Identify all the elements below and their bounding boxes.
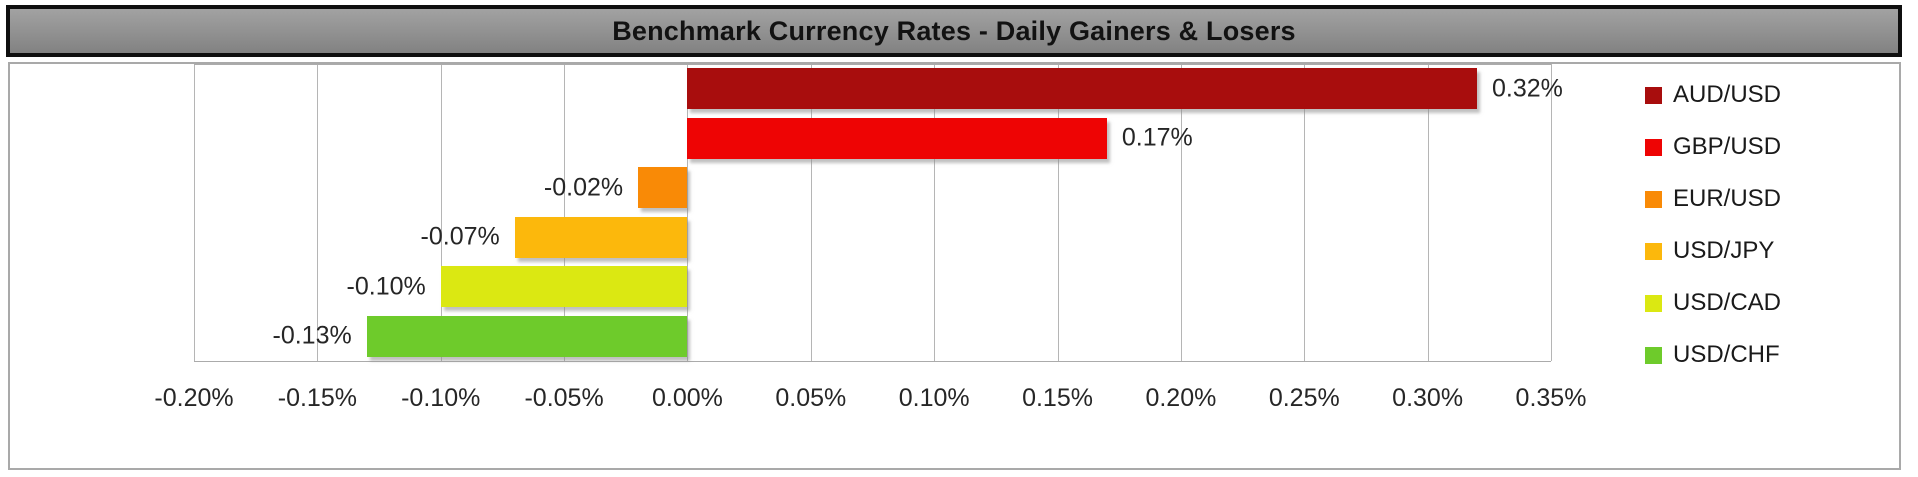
x-axis-tick-label: 0.35% — [1515, 384, 1587, 412]
bar-value-label: -0.07% — [420, 222, 500, 251]
x-axis-tick-label: 0.30% — [1392, 384, 1464, 412]
x-axis-tick-label: 0.20% — [1145, 384, 1217, 412]
legend-item-eur-usd: EUR/USD — [1645, 185, 1781, 213]
x-axis-tick-label: 0.00% — [652, 384, 723, 412]
x-axis-tick-label: 0.05% — [775, 384, 847, 412]
gridline — [317, 64, 319, 361]
x-axis-tick-label: 0.25% — [1268, 384, 1340, 412]
gridline — [1304, 64, 1306, 361]
plot-top-border — [194, 64, 1551, 65]
legend-label: AUD/USD — [1673, 81, 1782, 108]
bar-value-label: -0.10% — [346, 272, 426, 301]
x-axis-tick-label: -0.15% — [277, 384, 357, 412]
gridline — [1057, 64, 1059, 361]
x-axis-line — [194, 361, 1551, 362]
chart-title: Benchmark Currency Rates - Daily Gainers… — [612, 15, 1296, 46]
x-axis-tick-label: 0.10% — [898, 384, 970, 412]
bar-value-label: -0.13% — [272, 321, 352, 350]
x-axis-tick-label: -0.10% — [401, 384, 481, 412]
legend-swatch — [1645, 242, 1662, 260]
legend-swatch — [1645, 86, 1662, 104]
legend-item-usd-chf: USD/CHF — [1645, 341, 1780, 369]
chart-title-bar: Benchmark Currency Rates - Daily Gainers… — [6, 5, 1902, 57]
x-axis-tick-label: -0.05% — [524, 384, 604, 412]
bar-gbp-usd — [687, 117, 1107, 159]
bar-aud-usd — [687, 68, 1477, 110]
x-axis-tick-label: -0.20% — [154, 384, 234, 412]
bar-value-label: -0.02% — [543, 173, 624, 202]
legend-item-usd-cad: USD/CAD — [1645, 289, 1781, 317]
legend-label: USD/CHF — [1673, 341, 1780, 368]
legend-label: USD/JPY — [1673, 237, 1775, 264]
bar-usd-chf — [366, 315, 688, 357]
gridline — [810, 64, 812, 361]
gridline — [1180, 64, 1182, 361]
legend-swatch — [1645, 138, 1662, 156]
bar-usd-jpy — [514, 216, 688, 258]
gridline — [934, 64, 936, 361]
gridline — [194, 64, 195, 361]
legend-label: USD/CAD — [1673, 289, 1782, 316]
legend-swatch — [1645, 190, 1662, 208]
x-axis-tick-label: 0.15% — [1022, 384, 1093, 412]
legend-item-aud-usd: AUD/USD — [1645, 81, 1781, 109]
gridline — [1427, 64, 1429, 361]
legend-item-gbp-usd: GBP/USD — [1645, 133, 1781, 161]
legend-swatch — [1645, 346, 1662, 364]
legend-label: EUR/USD — [1673, 185, 1782, 212]
bar-value-label: 0.32% — [1491, 74, 1563, 103]
gridline — [687, 64, 689, 361]
bar-usd-cad — [440, 266, 688, 308]
legend-swatch — [1645, 294, 1662, 312]
gridline — [1551, 64, 1552, 361]
bar-eur-usd — [638, 167, 688, 209]
legend-label: GBP/USD — [1673, 133, 1782, 160]
bar-value-label: 0.17% — [1121, 123, 1193, 152]
gridline — [564, 64, 566, 361]
legend-item-usd-jpy: USD/JPY — [1645, 237, 1774, 265]
gridline — [440, 64, 442, 361]
